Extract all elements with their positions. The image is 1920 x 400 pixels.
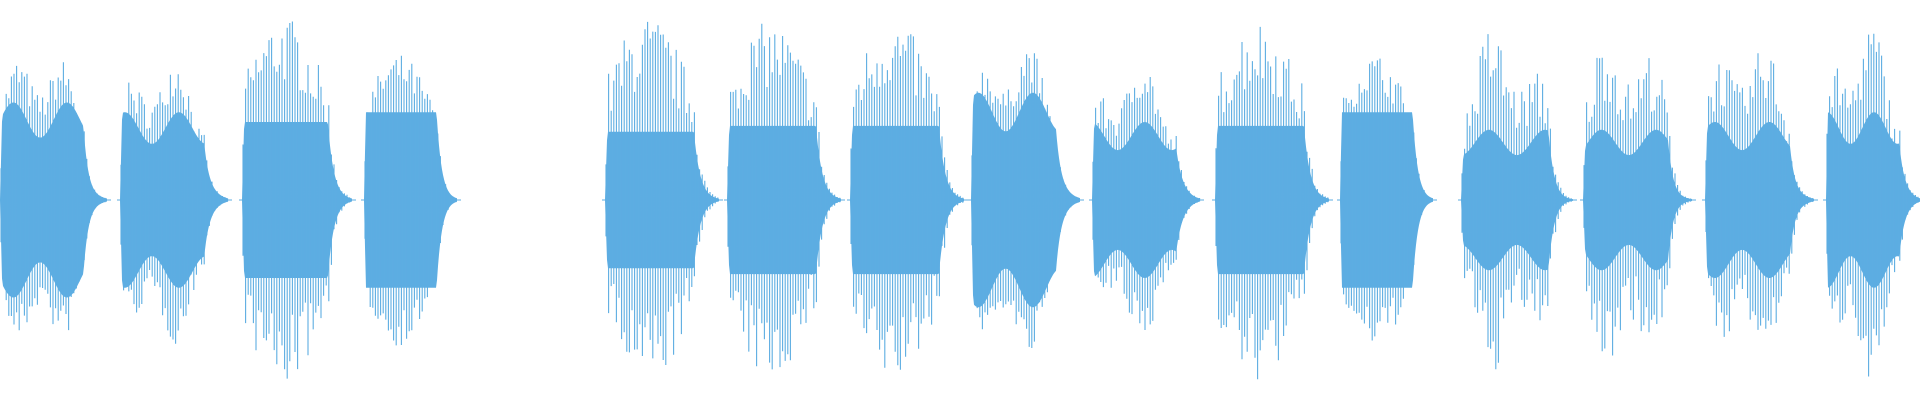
waveform-segment-peaks [364, 55, 457, 346]
waveform-segment-peaks [850, 34, 964, 370]
waveform-segment [724, 23, 845, 370]
waveform-segment-peaks [0, 62, 106, 331]
waveform-segment-core [727, 125, 841, 275]
waveform-segment [1702, 53, 1818, 337]
waveform-segment-peaks [1215, 26, 1329, 380]
waveform-segment-peaks [120, 74, 229, 344]
waveform-segment-peaks [971, 53, 1080, 348]
waveform-segment [1580, 57, 1696, 356]
waveform-segment-peaks [1092, 77, 1201, 330]
waveform-segment [1823, 33, 1920, 377]
waveform-segment [1212, 26, 1333, 380]
waveform-segment [0, 62, 111, 331]
waveform-segment-peaks [1340, 58, 1433, 341]
waveform-segment-peaks [242, 21, 351, 379]
waveform-segment [968, 53, 1084, 348]
waveform-segment [361, 55, 461, 346]
waveform-segment-peaks [1461, 34, 1572, 370]
waveform-segment [1337, 58, 1437, 341]
waveform-segment-peaks [1583, 57, 1692, 356]
waveform-segment [1458, 34, 1577, 370]
waveform-segment-peaks [1705, 53, 1814, 337]
waveform-segment-core [364, 112, 457, 288]
waveform-segment-core [1826, 112, 1920, 288]
waveform-segment [1089, 77, 1204, 330]
waveform-segment-peaks [1826, 33, 1919, 377]
waveform-segment-core [1215, 125, 1329, 275]
waveform-segment-core [1340, 112, 1433, 288]
waveform-segment [239, 21, 356, 379]
waveform-segment-peaks [605, 21, 719, 365]
waveform-segment [847, 34, 968, 370]
waveform-segment-peaks [727, 23, 841, 370]
waveform-segment-core [605, 131, 719, 269]
waveform-segment [117, 74, 232, 344]
waveform-segment [602, 21, 723, 365]
waveform-segment-core [850, 125, 964, 275]
